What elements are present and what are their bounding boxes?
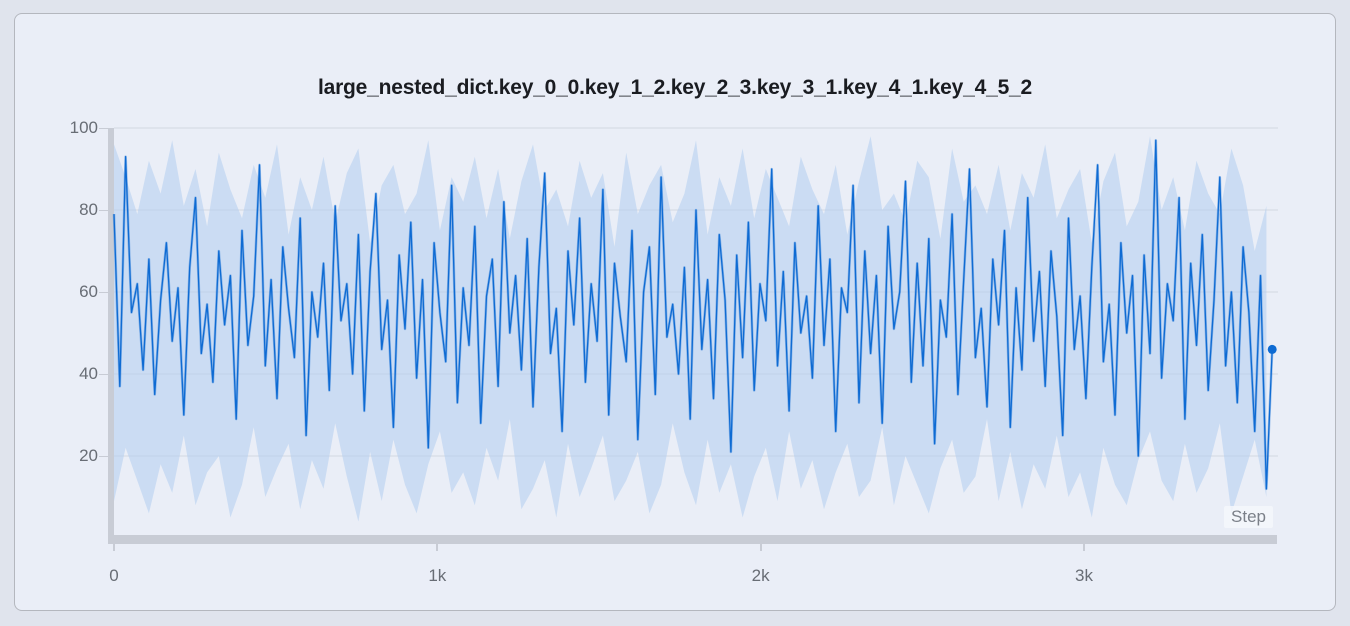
y-tick-label: 20 bbox=[79, 446, 98, 465]
last-value-dot bbox=[1267, 344, 1277, 354]
y-tick-label: 80 bbox=[79, 200, 98, 219]
x-tick-mark bbox=[1083, 544, 1085, 551]
y-axis-line bbox=[108, 128, 114, 544]
y-tick-mark bbox=[99, 292, 108, 293]
chart-svg bbox=[112, 127, 1278, 522]
x-tick-label: 2k bbox=[751, 566, 770, 585]
x-axis-line bbox=[108, 535, 1277, 544]
y-tick-label: 40 bbox=[79, 364, 98, 383]
x-tick-label: 3k bbox=[1075, 566, 1093, 585]
y-tick-mark bbox=[99, 374, 108, 375]
plot-area[interactable] bbox=[112, 127, 1278, 538]
chart-panel-card: large_nested_dict.key_0_0.key_1_2.key_2_… bbox=[14, 13, 1336, 611]
y-tick-label: 100 bbox=[69, 118, 98, 137]
x-tick-mark bbox=[436, 544, 439, 551]
y-tick-mark bbox=[99, 128, 108, 129]
chart-title: large_nested_dict.key_0_0.key_1_2.key_2_… bbox=[317, 76, 1033, 99]
minmax-envelope bbox=[114, 136, 1267, 522]
x-tick-label: 1k bbox=[428, 566, 447, 585]
metric-line bbox=[113, 139, 1273, 490]
x-tick-label: 0 bbox=[109, 566, 119, 585]
x-axis-title: Step bbox=[1224, 506, 1273, 528]
y-tick-mark bbox=[99, 210, 108, 211]
x-tick-mark bbox=[113, 544, 115, 551]
y-tick-mark bbox=[99, 456, 108, 457]
x-tick-mark bbox=[759, 544, 762, 551]
y-tick-label: 60 bbox=[79, 282, 98, 301]
